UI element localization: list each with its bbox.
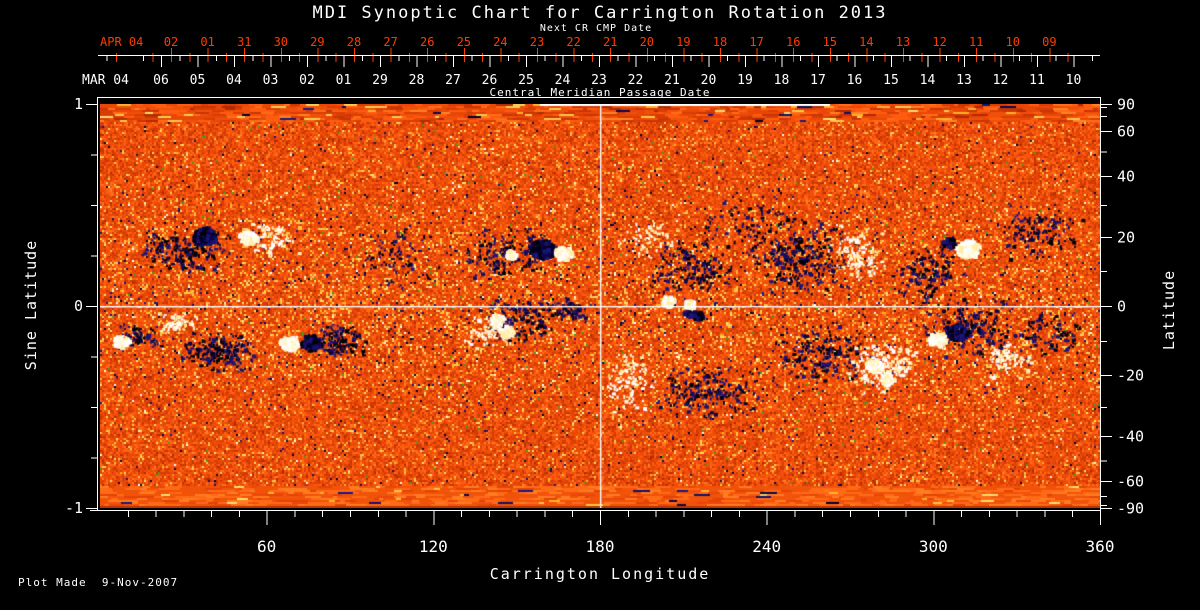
y-right-tick-label: -40 — [1117, 427, 1144, 445]
x-tick-label: 60 — [257, 537, 276, 556]
y-left-tick-label: 0 — [74, 297, 83, 315]
cmp-day-label: 29 — [372, 73, 388, 88]
next-cr-day-label: 15 — [823, 35, 837, 49]
cmp-day-label: 26 — [482, 73, 498, 88]
cmp-day-label: 11 — [1029, 73, 1045, 88]
cmp-day-label: 21 — [664, 73, 680, 88]
cmp-day-label: 05 — [190, 73, 206, 88]
cmp-day-label: 22 — [628, 73, 644, 88]
x-tick-label: 360 — [1086, 537, 1115, 556]
next-cr-day-label: 17 — [749, 35, 763, 49]
cmp-month-label: MAR 04 — [82, 73, 129, 88]
y-right-tick-label: 40 — [1117, 168, 1135, 186]
x-axis-title: Carrington Longitude — [489, 565, 711, 583]
cmp-day-label: 28 — [409, 73, 425, 88]
y-right-tick-label: 90 — [1117, 96, 1135, 114]
next-cr-day-label: 12 — [932, 35, 946, 49]
next-cr-day-label: 01 — [200, 35, 214, 49]
next-cr-day-label: 14 — [859, 35, 873, 49]
next-cr-day-label: 02 — [164, 35, 178, 49]
cmp-day-label: 25 — [518, 73, 534, 88]
next-cr-day-label: 16 — [786, 35, 800, 49]
x-tick-label: 240 — [752, 537, 781, 556]
y-right-tick-label: -60 — [1117, 472, 1144, 490]
chart-title: MDI Synoptic Chart for Carrington Rotati… — [312, 3, 888, 23]
cmp-axis-caption: Central Meridian Passage Date — [489, 86, 711, 99]
cmp-day-label: 16 — [847, 73, 863, 88]
y-left-tick-label: 1 — [74, 95, 83, 113]
magnetogram-image — [100, 104, 1100, 508]
y-left-tick-label: -1 — [65, 499, 83, 517]
y-right-tick-label: 20 — [1117, 228, 1135, 246]
next-cr-day-label: 27 — [383, 35, 397, 49]
next-cr-day-label: 09 — [1042, 35, 1056, 49]
plot-made-note: Plot Made 9-Nov-2007 — [18, 576, 179, 589]
cmp-day-label: 23 — [591, 73, 607, 88]
cmp-day-label: 19 — [737, 73, 753, 88]
x-tick-label: 300 — [919, 537, 948, 556]
next-cr-day-label: 22 — [566, 35, 580, 49]
next-cr-day-label: 21 — [603, 35, 617, 49]
next-cr-day-label: 28 — [347, 35, 361, 49]
next-cr-axis-caption: Next CR CMP Date — [539, 23, 653, 34]
y-right-tick-label: -20 — [1117, 367, 1144, 385]
x-tick-label: 120 — [419, 537, 448, 556]
cmp-day-label: 27 — [445, 73, 461, 88]
cmp-day-label: 01 — [336, 73, 352, 88]
cmp-day-label: 06 — [153, 73, 169, 88]
next-cr-day-label: 31 — [237, 35, 251, 49]
cmp-day-label: 13 — [956, 73, 972, 88]
y-right-tick-label: 0 — [1117, 298, 1126, 316]
cmp-day-label: 17 — [810, 73, 826, 88]
cmp-day-label: 20 — [701, 73, 717, 88]
next-cr-day-label: 24 — [493, 35, 507, 49]
right-y-axis-title: Latitude — [1160, 269, 1178, 351]
next-cr-day-label: 23 — [530, 35, 544, 49]
left-y-axis-title: Sine Latitude — [22, 239, 40, 371]
next-cr-day-label: 29 — [310, 35, 324, 49]
next-cr-month-label: APR 04 — [100, 35, 143, 49]
y-right-tick-label: 60 — [1117, 123, 1135, 141]
cmp-day-label: 18 — [774, 73, 790, 88]
cmp-day-label: 24 — [555, 73, 571, 88]
cmp-day-label: 14 — [920, 73, 936, 88]
cmp-day-label: 12 — [993, 73, 1009, 88]
x-tick-label: 180 — [586, 537, 615, 556]
next-cr-day-label: 25 — [457, 35, 471, 49]
next-cr-day-label: 30 — [274, 35, 288, 49]
next-cr-day-label: 18 — [713, 35, 727, 49]
cmp-day-label: 15 — [883, 73, 899, 88]
cmp-day-label: 10 — [1066, 73, 1082, 88]
next-cr-day-label: 13 — [896, 35, 910, 49]
next-cr-day-label: 20 — [640, 35, 654, 49]
next-cr-day-label: 11 — [969, 35, 983, 49]
cmp-day-label: 04 — [226, 73, 242, 88]
next-cr-day-label: 10 — [1006, 35, 1020, 49]
y-right-tick-label: -90 — [1117, 500, 1144, 518]
cmp-day-label: 02 — [299, 73, 315, 88]
next-cr-day-label: 26 — [420, 35, 434, 49]
cmp-day-label: 03 — [263, 73, 279, 88]
next-cr-day-label: 19 — [676, 35, 690, 49]
